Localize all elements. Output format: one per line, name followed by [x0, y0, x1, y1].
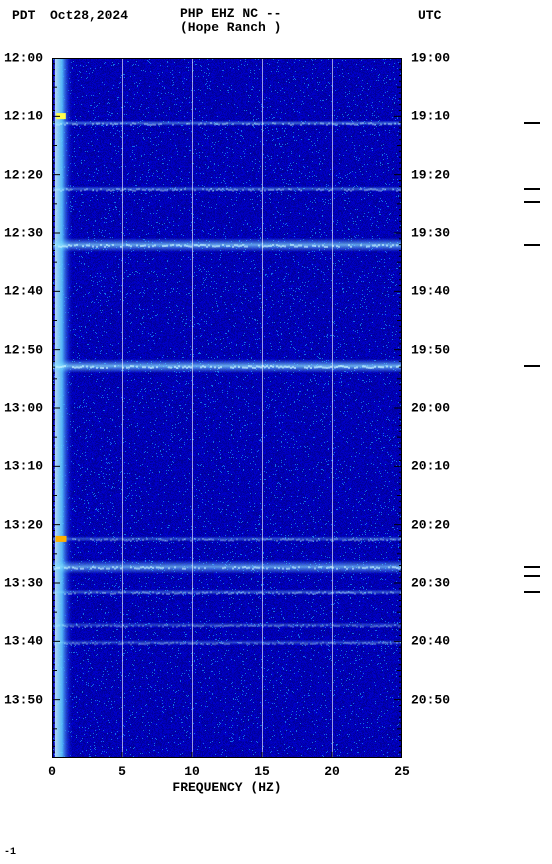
y-axis-right: 19:0019:1019:2019:3019:4019:5020:0020:10… [404, 58, 454, 758]
x-tick: 25 [394, 764, 410, 779]
event-tick [524, 201, 540, 203]
y-tick: 20:10 [411, 459, 450, 474]
y-tick: 13:30 [4, 576, 43, 591]
y-tick: 20:30 [411, 576, 450, 591]
station-line2: (Hope Ranch ) [180, 20, 281, 35]
y-tick: 19:10 [411, 109, 450, 124]
tz-right: UTC [418, 8, 441, 23]
y-tick: 12:00 [4, 51, 43, 66]
y-axis-left: 12:0012:1012:2012:3012:4012:5013:0013:10… [0, 58, 50, 758]
x-tick: 5 [118, 764, 126, 779]
y-tick: 19:30 [411, 226, 450, 241]
y-tick: 19:20 [411, 167, 450, 182]
event-tick [524, 566, 540, 568]
y-tick: 12:10 [4, 109, 43, 124]
y-tick: 20:20 [411, 517, 450, 532]
x-tick: 15 [254, 764, 270, 779]
y-tick: 12:40 [4, 284, 43, 299]
y-tick: 13:10 [4, 459, 43, 474]
y-tick: 12:30 [4, 226, 43, 241]
event-tick [524, 591, 540, 593]
y-tick: 13:00 [4, 401, 43, 416]
x-tick: 20 [324, 764, 340, 779]
event-tick [524, 575, 540, 577]
y-tick: 20:40 [411, 634, 450, 649]
x-axis-label: FREQUENCY (HZ) [52, 780, 402, 795]
y-tick: 13:20 [4, 517, 43, 532]
tz-left: PDT [12, 8, 35, 23]
station-line1: PHP EHZ NC -- [180, 6, 281, 21]
x-tick: 10 [184, 764, 200, 779]
y-tick: 12:20 [4, 167, 43, 182]
y-tick: 19:00 [411, 51, 450, 66]
y-tick: 20:00 [411, 401, 450, 416]
spectrogram-canvas [52, 58, 402, 758]
date: Oct28,2024 [50, 8, 128, 23]
y-tick: 20:50 [411, 692, 450, 707]
y-tick: 13:50 [4, 692, 43, 707]
spectrogram-plot [52, 58, 402, 758]
event-tick [524, 244, 540, 246]
event-tick [524, 365, 540, 367]
event-tick [524, 188, 540, 190]
y-tick: 19:40 [411, 284, 450, 299]
y-axis-event-ticks [492, 58, 540, 758]
y-tick: 12:50 [4, 342, 43, 357]
event-tick [524, 122, 540, 124]
footer-mark: -1 [4, 847, 16, 858]
y-tick: 19:50 [411, 342, 450, 357]
y-tick: 13:40 [4, 634, 43, 649]
x-tick: 0 [48, 764, 56, 779]
